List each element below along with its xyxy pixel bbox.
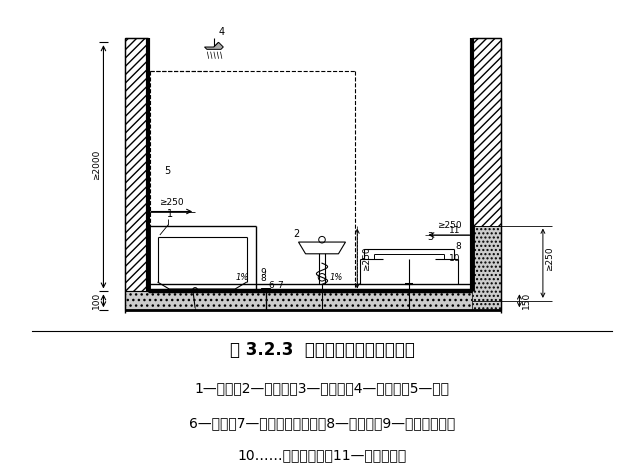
Text: 3: 3	[427, 232, 433, 242]
Bar	[124, 291, 500, 310]
Text: ≥250: ≥250	[159, 198, 184, 207]
Bar	[261, 288, 270, 292]
Text: 7: 7	[278, 281, 283, 290]
Text: 2: 2	[293, 229, 299, 239]
Bar	[473, 38, 500, 291]
Text: ≥250: ≥250	[545, 246, 554, 271]
Polygon shape	[299, 242, 345, 254]
Text: 10: 10	[449, 254, 460, 263]
Text: 4: 4	[218, 27, 225, 37]
Text: 150: 150	[522, 292, 531, 309]
Text: 1: 1	[167, 209, 173, 219]
Text: 5: 5	[165, 166, 171, 176]
Bar	[124, 38, 148, 291]
Text: 8: 8	[260, 274, 266, 283]
Text: 10……混凝土泛水；11—墙面饰面层: 10……混凝土泛水；11—墙面饰面层	[238, 448, 406, 462]
Text: 9: 9	[260, 268, 266, 277]
Text: ≥2000: ≥2000	[92, 149, 101, 180]
Polygon shape	[205, 42, 223, 49]
Text: 8: 8	[455, 242, 460, 251]
Text: 1%: 1%	[236, 273, 249, 282]
Text: 11: 11	[449, 226, 460, 235]
Text: 1%: 1%	[330, 273, 343, 282]
Text: 6: 6	[268, 281, 274, 290]
Text: 图 3.2.3  厕浴间墙面防水高度示意: 图 3.2.3 厕浴间墙面防水高度示意	[229, 341, 415, 359]
Bar	[473, 226, 500, 310]
Text: ≥250: ≥250	[362, 246, 371, 271]
Text: 1—浴缸；2—洗手池；3—蹲便器；4—喷淋头；5—浴帘: 1—浴缸；2—洗手池；3—蹲便器；4—喷淋头；5—浴帘	[194, 381, 450, 395]
Text: 6—地漏；7—现浇混凝土楼板；8—防水层；9—地面饰面层；: 6—地漏；7—现浇混凝土楼板；8—防水层；9—地面饰面层；	[189, 416, 455, 430]
Text: ≥250: ≥250	[437, 221, 461, 230]
Text: 100: 100	[92, 292, 101, 309]
